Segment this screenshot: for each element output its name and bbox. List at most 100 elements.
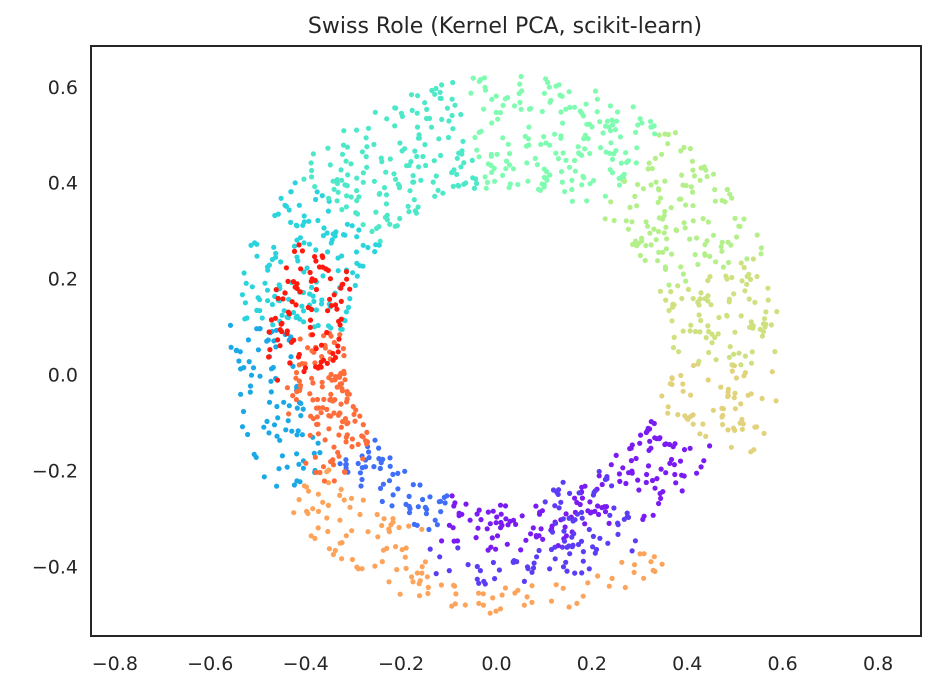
data-point <box>707 253 713 259</box>
data-point <box>703 433 709 439</box>
data-point <box>364 144 370 150</box>
data-point <box>617 478 623 484</box>
data-point <box>566 515 572 521</box>
data-point <box>590 533 597 540</box>
data-point <box>632 538 639 544</box>
data-point <box>326 546 332 552</box>
data-point <box>335 449 341 456</box>
data-point <box>433 85 439 92</box>
data-point <box>710 407 717 413</box>
data-point <box>575 541 582 548</box>
data-point <box>439 116 445 122</box>
data-point <box>402 468 408 474</box>
data-point <box>397 591 403 597</box>
data-point <box>729 368 735 374</box>
data-point <box>494 533 501 539</box>
data-point <box>652 155 659 161</box>
data-point <box>405 203 411 209</box>
data-point <box>415 504 421 510</box>
data-point <box>474 563 480 570</box>
data-point <box>569 186 575 193</box>
data-point <box>680 182 686 188</box>
data-point <box>634 203 640 209</box>
data-point <box>358 483 364 489</box>
data-point <box>646 160 652 166</box>
data-point <box>306 241 313 247</box>
data-point <box>552 131 558 137</box>
data-point <box>631 562 638 568</box>
data-point <box>705 323 711 329</box>
data-point <box>406 493 412 499</box>
data-point <box>294 478 300 484</box>
data-point <box>765 285 771 291</box>
data-point <box>331 339 337 346</box>
data-point <box>450 126 456 132</box>
data-point <box>563 533 570 539</box>
data-point <box>450 183 456 189</box>
data-point <box>754 273 760 280</box>
data-point <box>553 150 559 156</box>
data-point <box>309 332 316 338</box>
data-point <box>350 270 356 276</box>
data-point <box>459 148 465 154</box>
data-point <box>587 150 593 157</box>
data-point <box>310 397 316 403</box>
data-point <box>355 460 361 467</box>
data-point <box>640 186 647 192</box>
data-point <box>332 547 338 554</box>
data-point <box>558 499 564 505</box>
data-point <box>687 146 694 152</box>
data-point <box>656 500 662 507</box>
data-point <box>288 354 294 360</box>
data-point <box>539 508 546 514</box>
data-point <box>604 474 610 480</box>
data-point <box>669 375 675 381</box>
data-point <box>665 410 671 416</box>
data-point <box>343 457 349 463</box>
data-point <box>325 208 331 214</box>
data-point <box>474 180 480 187</box>
data-point <box>320 405 326 411</box>
data-point <box>325 267 331 273</box>
data-point <box>357 470 363 476</box>
data-point <box>561 538 568 544</box>
data-point <box>663 297 669 303</box>
data-point <box>652 485 658 491</box>
data-point <box>613 452 619 458</box>
data-point <box>724 186 730 193</box>
data-point <box>763 309 769 315</box>
data-point <box>326 413 332 419</box>
data-point <box>261 474 267 480</box>
data-point <box>566 604 572 610</box>
data-point <box>257 373 263 379</box>
data-point <box>354 188 360 194</box>
data-point <box>602 509 609 515</box>
data-point <box>351 411 357 417</box>
data-point <box>282 202 288 208</box>
data-point <box>266 329 272 335</box>
data-point <box>597 145 604 151</box>
data-point <box>483 185 489 191</box>
data-point <box>562 189 568 195</box>
data-point <box>301 240 307 246</box>
data-point <box>620 465 626 471</box>
data-point <box>383 192 390 198</box>
data-point <box>698 165 704 171</box>
data-point <box>474 576 480 582</box>
data-point <box>310 506 316 512</box>
data-point <box>671 462 678 468</box>
data-point <box>623 150 629 156</box>
data-point <box>339 177 345 183</box>
data-point <box>343 158 349 164</box>
data-point <box>283 265 289 271</box>
data-point <box>585 136 591 142</box>
data-point <box>599 505 605 511</box>
y-tick-label: 0.4 <box>48 173 78 195</box>
data-point <box>672 471 678 478</box>
data-point <box>690 203 696 209</box>
data-point <box>295 354 302 360</box>
data-point <box>373 209 379 215</box>
data-point <box>773 398 779 404</box>
data-point <box>604 118 611 124</box>
data-point <box>330 357 336 363</box>
